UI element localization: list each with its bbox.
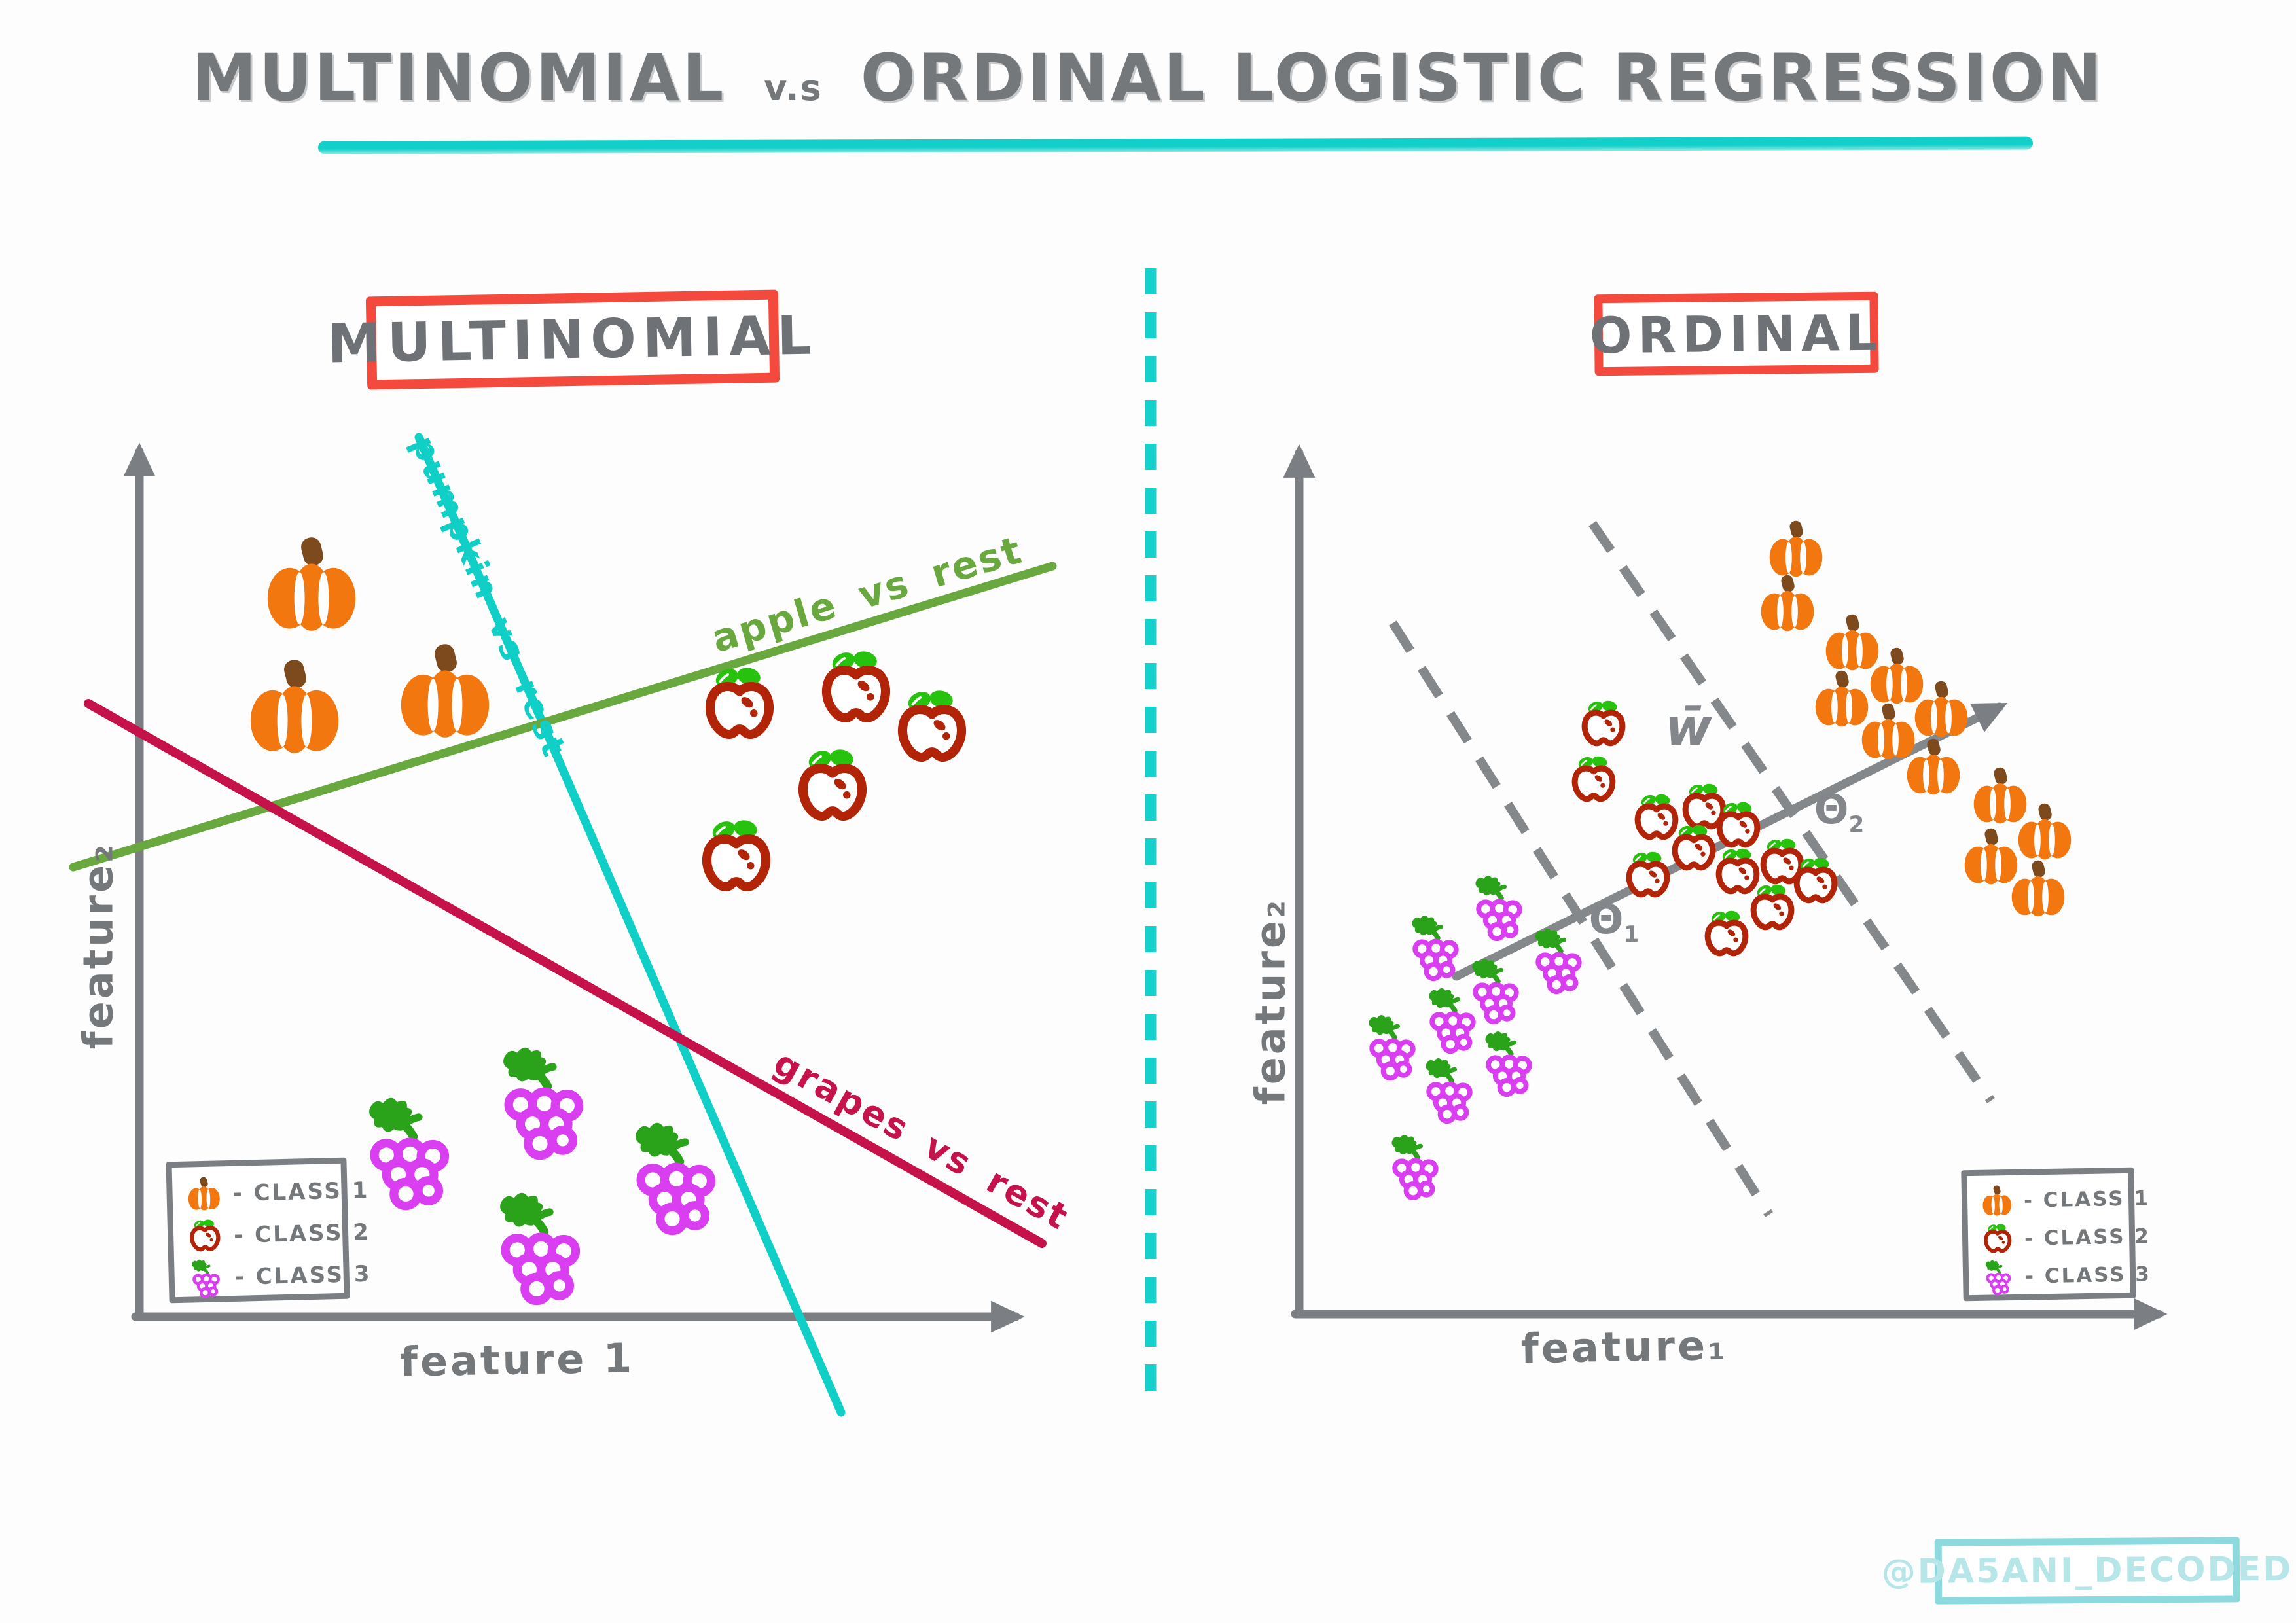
legend-item-pumpkin: - CLASS 1 (183, 1170, 370, 1216)
left-x-axis-label: feature 1 (399, 1334, 635, 1386)
ordinal-point-pumpkin-icon (1825, 613, 1879, 671)
ordinal-point-pumpkin-icon (1815, 669, 1869, 727)
ordinal-point-apple-icon (1575, 755, 1613, 798)
multinomial-point-apple-icon (803, 747, 862, 816)
multinomial-point-pumpkin-icon (250, 658, 339, 753)
multinomial-line-pumpkin-vs-rest (414, 433, 846, 1417)
multinomial-point-pumpkin-icon (401, 642, 490, 738)
ordinal-point-pumpkin-icon (1870, 646, 1924, 704)
ordinal-point-grapes-icon (1426, 1058, 1469, 1121)
left-y-axis-label: feature₂ (74, 842, 122, 1050)
apple-icon (1979, 1220, 2017, 1258)
ordinal-point-pumpkin-icon (1861, 702, 1915, 760)
ordinal-point-pumpkin-icon (1964, 827, 2018, 885)
ordinal-annotation-Θ1: Θ1 (1588, 895, 1640, 948)
ordinal-point-grapes-icon (1391, 1135, 1435, 1198)
ordinal-point-pumpkin-icon (1973, 766, 2027, 824)
grapes-icon (1979, 1258, 2018, 1296)
ordinal-point-pumpkin-icon (1761, 573, 1814, 632)
panel-multinomial (69, 433, 1057, 1417)
watermark-badge: @DA5ANI_DECODED (1882, 1537, 2293, 1605)
page-title: MULTINOMIAL v.s ORDINAL LOGISTIC REGRESS… (192, 41, 2104, 116)
ordinal-annotation-w̄: w̄ (1664, 698, 1713, 757)
multinomial-point-apple-icon (903, 688, 961, 757)
panel-label-ordinal: ORDINAL (1589, 291, 1884, 376)
ordinal-point-apple-icon (1797, 856, 1835, 900)
legend-ordinal: - CLASS 1 - CLASS 2 - CLASS 3 (1961, 1167, 2151, 1302)
multinomial-point-apple-icon (710, 666, 769, 734)
ordinal-point-apple-icon (1719, 847, 1757, 891)
legend-item-apple: - CLASS 2 (183, 1212, 370, 1258)
multinomial-point-grapes-icon (503, 1048, 579, 1156)
legend-item-pumpkin: - CLASS 1 (1978, 1180, 2150, 1221)
ordinal-point-apple-icon (1719, 800, 1757, 844)
multinomial-line-apple-vs-rest (69, 562, 1057, 872)
legend-item-apple: - CLASS 2 (1979, 1218, 2151, 1258)
ordinal-point-pumpkin-icon (1769, 519, 1823, 577)
right-y-axis-label: feature₂ (1246, 897, 1295, 1105)
multinomial-point-pumpkin-icon (267, 535, 356, 631)
ordinal-point-apple-icon (1638, 793, 1676, 836)
ordinal-point-apple-icon (1585, 699, 1623, 743)
ordinal-point-apple-icon (1685, 782, 1723, 826)
ordinal-point-grapes-icon (1535, 929, 1579, 991)
legend-multinomial: - CLASS 1 - CLASS 2 - CLASS 3 (166, 1157, 372, 1304)
panel-label-multinomial: MULTINOMIAL (327, 289, 819, 390)
ordinal-point-apple-icon (1629, 850, 1667, 894)
ordinal-point-pumpkin-icon (2011, 859, 2065, 917)
ordinal-point-apple-icon (1753, 883, 1791, 927)
ordinal-point-grapes-icon (1369, 1015, 1412, 1078)
multinomial-point-grapes-icon (500, 1193, 575, 1301)
multinomial-point-apple-icon (707, 818, 766, 887)
apple-icon (183, 1215, 226, 1258)
legend-item-label: - CLASS 2 (2024, 1224, 2151, 1251)
ordinal-point-grapes-icon (1412, 916, 1456, 978)
legend-item-label: - CLASS 2 (233, 1219, 371, 1249)
ordinal-annotation-Θ2: Θ2 (1814, 785, 1865, 838)
grapes-icon (185, 1257, 228, 1300)
ordinal-point-grapes-icon (1429, 988, 1473, 1051)
ordinal-point-apple-icon (1763, 837, 1801, 881)
ordinal-point-pumpkin-icon (1914, 679, 1968, 738)
ordinal-point-apple-icon (1675, 823, 1713, 867)
ordinal-point-apple-icon (1708, 909, 1746, 953)
right-x-axis-label: feature₁ (1520, 1321, 1729, 1373)
legend-item-label: - CLASS 3 (2024, 1262, 2152, 1289)
legend-item-label: - CLASS 3 (234, 1260, 372, 1291)
legend-item-grapes: - CLASS 3 (1979, 1256, 2151, 1296)
watermark-text: @DA5ANI_DECODED (1881, 1549, 2293, 1592)
panel-ordinal (1283, 444, 2168, 1330)
ordinal-point-grapes-icon (1485, 1031, 1529, 1094)
pumpkin-icon (187, 1175, 221, 1211)
multinomial-point-grapes-icon (636, 1123, 711, 1231)
multinomial-point-apple-icon (827, 649, 886, 718)
pumpkin-icon (1982, 1185, 2012, 1217)
legend-item-label: - CLASS 1 (232, 1177, 370, 1207)
panel-label-multinomial-text: MULTINOMIAL (327, 304, 819, 376)
title-left: MULTINOMIAL (192, 41, 726, 116)
legend-item-label: - CLASS 1 (2023, 1186, 2151, 1213)
panel-label-ordinal-text: ORDINAL (1589, 303, 1884, 365)
legend-item-grapes: - CLASS 3 (185, 1254, 372, 1300)
ordinal-point-pumpkin-icon (2018, 802, 2072, 860)
title-right: ORDINAL LOGISTIC REGRESSION (860, 41, 2104, 116)
ordinal-point-grapes-icon (1472, 959, 1516, 1022)
multinomial-line-grapes-vs-rest (84, 699, 1047, 1248)
title-vs: v.s (764, 67, 823, 109)
ordinal-point-grapes-icon (1475, 876, 1519, 938)
multinomial-point-grapes-icon (369, 1098, 444, 1206)
